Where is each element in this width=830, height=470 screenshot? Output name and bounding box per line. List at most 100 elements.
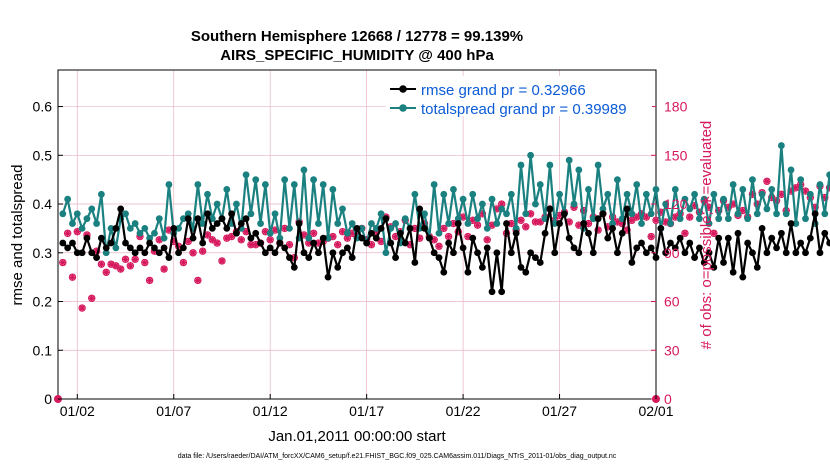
obs-evaluated-point [715, 207, 723, 214]
rmse-point [141, 249, 149, 257]
rmse-point [252, 229, 260, 237]
rmse-point [102, 244, 110, 252]
rmse-point [122, 239, 129, 247]
legend-label-spread: totalspread grand pr = 0.39989 [421, 101, 627, 118]
obs-evaluated-point [59, 259, 67, 266]
spread-point [213, 200, 221, 208]
rmse-point [281, 244, 289, 252]
rmse-point [208, 225, 216, 232]
spread-point [126, 225, 134, 232]
obs-evaluated-point [252, 241, 260, 249]
rmse-point [493, 249, 501, 257]
spread-point [204, 190, 211, 198]
rmse-point [334, 264, 342, 271]
spread-point [662, 200, 670, 208]
spread-point [512, 225, 520, 232]
spread-point [286, 225, 293, 232]
y2-tick-label-6: 180 [664, 99, 688, 115]
spread-point [223, 186, 231, 193]
obs-evaluated-point [334, 241, 342, 249]
rmse-point [199, 239, 207, 247]
obs-evaluated-point [585, 220, 592, 227]
rmse-point [758, 225, 766, 232]
rmse-point [512, 229, 520, 237]
rmse-point [696, 244, 703, 252]
spread-point [671, 186, 679, 193]
obs-evaluated-point [266, 236, 274, 244]
spread-point [575, 166, 583, 174]
rmse-point [146, 239, 154, 247]
obs-evaluated-point [175, 242, 182, 250]
spread-point [98, 190, 105, 198]
rmse-point [618, 229, 626, 237]
obs-evaluated-point [633, 213, 641, 221]
rmse-point [319, 234, 327, 242]
spread-point [271, 210, 279, 218]
spread-point [315, 220, 322, 227]
legend: rmse grand pr = 0.32966 totalspread gran… [386, 76, 652, 118]
obs-evaluated-point [454, 228, 462, 236]
spread-point [792, 220, 800, 227]
obs-evaluated-point [532, 218, 539, 226]
rmse-point [223, 225, 231, 232]
obs-evaluated-point [155, 236, 163, 244]
rmse-point [228, 210, 236, 218]
rmse-point [343, 244, 351, 252]
spread-point [734, 210, 742, 218]
rmse-point [358, 234, 366, 242]
spread-point [281, 176, 289, 184]
x-axis-label: Jan.01,2011 00:00:00 start [268, 428, 446, 445]
obs-evaluated-point [729, 200, 737, 208]
spread-point [73, 210, 81, 218]
rmse-point [430, 249, 438, 257]
y-tick-label-3: 0.3 [33, 245, 53, 261]
spread-point [372, 225, 380, 232]
axis-ticks: 0 0.1 0.2 0.3 0.4 0.5 0.6 0 30 60 90 120 150 180 01/02… [33, 99, 688, 419]
rmse-point [175, 249, 182, 257]
spread-point [343, 229, 351, 237]
rmse-point [329, 249, 337, 257]
spread-point [136, 229, 144, 237]
obs-evaluated-point [527, 210, 535, 218]
rmse-point [107, 239, 115, 247]
spread-point [777, 142, 785, 149]
rmse-point [300, 249, 308, 257]
spread-point [806, 190, 814, 198]
obs-evaluated-point [348, 229, 356, 237]
obs-evaluated-point [78, 304, 86, 312]
obs-evaluated-point [237, 236, 245, 244]
spread-point [546, 161, 554, 169]
rmse-point [681, 249, 689, 257]
obs-evaluated-point [614, 218, 621, 226]
rmse-point [98, 234, 105, 242]
x-tick-label-3: 01/17 [349, 403, 384, 419]
spread-point [102, 249, 110, 257]
spread-point [266, 229, 274, 237]
obs-evaluated-point [102, 268, 110, 276]
rmse-point [459, 244, 467, 252]
spread-point [686, 205, 694, 213]
rmse-point [532, 254, 539, 262]
rmse-point [826, 239, 830, 247]
spread-point [179, 215, 187, 223]
rmse-point [585, 229, 592, 237]
spread-point [252, 176, 260, 184]
rmse-point [305, 254, 313, 262]
rmse-point [406, 225, 414, 232]
spread-point [532, 200, 539, 208]
obs-evaluated-point [242, 228, 250, 236]
rmse-point [368, 229, 375, 237]
spread-point [724, 215, 732, 223]
rmse-point [170, 225, 178, 232]
spread-point [194, 181, 202, 188]
rmse-point [353, 225, 361, 232]
obs-evaluated-point [662, 218, 670, 226]
rmse-point [575, 249, 583, 257]
obs-evaluated-point [170, 238, 178, 245]
obs-evaluated-point [792, 184, 800, 192]
spread-point [469, 190, 477, 198]
rmse-point [88, 249, 96, 257]
obs-evaluated-point [445, 233, 453, 240]
rmse-point [425, 234, 433, 242]
spread-point [609, 220, 616, 227]
